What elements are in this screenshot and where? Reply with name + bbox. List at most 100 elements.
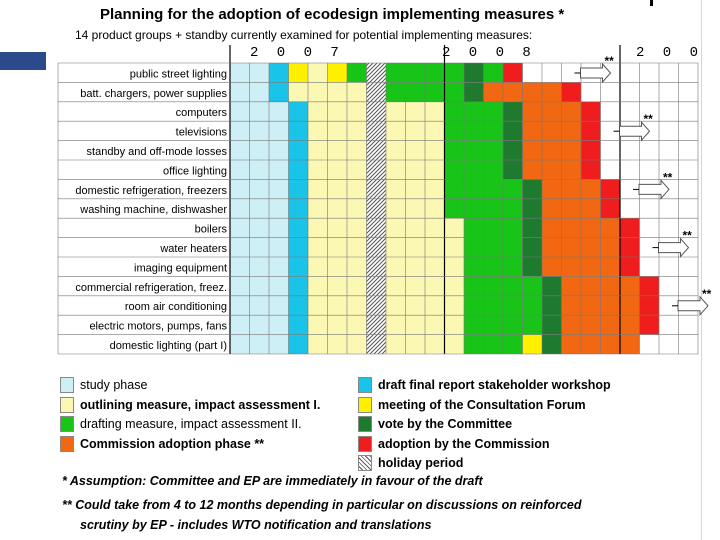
row-label-cell <box>58 315 230 335</box>
phase-bar-vote <box>542 315 562 335</box>
legend-item-holiday: holiday period <box>358 454 463 472</box>
row-label-cell <box>58 101 230 122</box>
legend-label: adoption by the Commission <box>378 436 550 451</box>
legend-item-study: study phase <box>60 376 147 394</box>
row-label-cell <box>58 257 230 277</box>
row-label-cell <box>58 237 230 257</box>
phase-bar-adoption-phase <box>522 140 581 160</box>
phase-bar-study <box>230 218 289 238</box>
extension-arrow <box>658 237 690 258</box>
legend-swatch <box>60 377 74 393</box>
phase-bar-outlining <box>308 257 367 277</box>
phase-bar-outlining <box>386 140 445 160</box>
phase-bar-holiday <box>366 63 386 83</box>
phase-bar-workshop <box>288 218 308 238</box>
phase-bar-holiday <box>366 179 386 199</box>
row-label-cell <box>58 140 230 160</box>
phase-bar-drafting <box>347 63 367 83</box>
product-label: computers <box>176 107 228 119</box>
phase-bar-drafting <box>444 121 503 141</box>
phase-bar-commission <box>581 101 601 122</box>
phase-bar-outlining <box>308 179 367 199</box>
legend-label: study phase <box>80 378 148 392</box>
phase-bar-drafting <box>444 101 503 122</box>
phase-bar-vote <box>464 63 484 83</box>
legend-item-outlining: outlining measure, impact assessment I. <box>60 396 320 414</box>
legend-swatch <box>358 377 372 393</box>
phase-bar-workshop <box>288 237 308 257</box>
phase-bar-commission <box>561 82 581 102</box>
legend-item-workshop: draft final report stakeholder workshop <box>358 376 611 394</box>
phase-bar-drafting <box>483 63 503 83</box>
phase-bar-vote <box>503 121 523 141</box>
phase-bar-forum <box>288 63 308 83</box>
phase-bar-outlining <box>308 315 367 335</box>
phase-bar-commission <box>620 257 640 277</box>
phase-bar-adoption-phase <box>522 160 581 180</box>
phase-bar-study <box>230 237 289 257</box>
legend-item-drafting: drafting measure, impact assessment II. <box>60 415 302 433</box>
phase-bar-drafting <box>464 218 523 238</box>
phase-bar-commission <box>503 63 523 83</box>
year-label-2008: 2 0 0 8 <box>442 45 536 61</box>
year-label-2007: 2 0 0 7 <box>250 45 344 61</box>
legend-label: holiday period <box>378 456 464 470</box>
phase-bar-drafting <box>464 237 523 257</box>
phase-bar-outlining <box>308 198 367 219</box>
legend-swatch <box>358 435 372 452</box>
phase-bar-workshop <box>288 179 308 199</box>
phase-bar-outlining <box>308 276 367 296</box>
phase-bar-commission <box>639 276 659 296</box>
row-label-cell <box>58 82 230 102</box>
phase-bar-vote <box>522 218 542 238</box>
phase-bar-commission <box>581 121 601 141</box>
legend-swatch <box>60 416 74 432</box>
extension-arrow <box>580 62 612 84</box>
legend-swatch <box>358 416 372 432</box>
product-label: water heaters <box>159 243 227 255</box>
extension-marker-label: ** <box>644 112 654 126</box>
phase-bar-workshop <box>288 334 308 354</box>
phase-bar-holiday <box>366 295 386 316</box>
extension-marker-label: ** <box>702 287 712 301</box>
phase-bar-outlining <box>386 179 445 199</box>
phase-bar-commission <box>620 218 640 238</box>
phase-bar-vote <box>464 82 484 102</box>
legend-item-adoption-phase: Commission adoption phase ** <box>60 435 264 453</box>
phase-bar-workshop <box>288 257 308 277</box>
phase-bar-drafting <box>464 334 523 354</box>
note-assumption: * Assumption: Committee and EP are immed… <box>62 474 483 488</box>
header-tick-mark <box>650 0 653 6</box>
phase-bar-workshop <box>288 121 308 141</box>
phase-bar-holiday <box>366 140 386 160</box>
product-label: electric motors, pumps, fans <box>89 321 227 333</box>
phase-bar-study <box>230 315 289 335</box>
legend-label: vote by the Committee <box>378 417 513 431</box>
phase-bar-holiday <box>366 218 386 238</box>
phase-bar-study <box>230 179 289 199</box>
phase-bar-holiday <box>366 101 386 122</box>
phase-bar-commission <box>639 315 659 335</box>
phase-bar-workshop <box>288 198 308 219</box>
header-accent-bar <box>0 52 46 70</box>
phase-bar-study <box>230 160 289 180</box>
phase-bar-vote <box>542 276 562 296</box>
product-label: standby and off-mode losses <box>87 146 228 158</box>
phase-bar-adoption-phase <box>542 198 601 219</box>
legend-label: draft final report stakeholder workshop <box>378 378 611 392</box>
phase-bar-vote <box>522 237 542 257</box>
product-label: boilers <box>195 224 228 236</box>
phase-bar-forum <box>327 63 347 83</box>
extension-arrow <box>638 179 670 200</box>
planning-timeline-chart: public street lighting batt. chargers, po… <box>57 45 712 355</box>
phase-bar-vote <box>503 160 523 180</box>
phase-bar-commission <box>620 237 640 257</box>
phase-bar-commission <box>600 179 620 199</box>
extension-arrow <box>677 295 709 317</box>
product-label: televisions <box>176 127 228 139</box>
phase-bar-outlining <box>386 101 445 122</box>
phase-bar-study <box>230 121 289 141</box>
phase-bar-holiday <box>366 334 386 354</box>
phase-bar-workshop <box>288 315 308 335</box>
phase-bar-outlining <box>308 121 367 141</box>
